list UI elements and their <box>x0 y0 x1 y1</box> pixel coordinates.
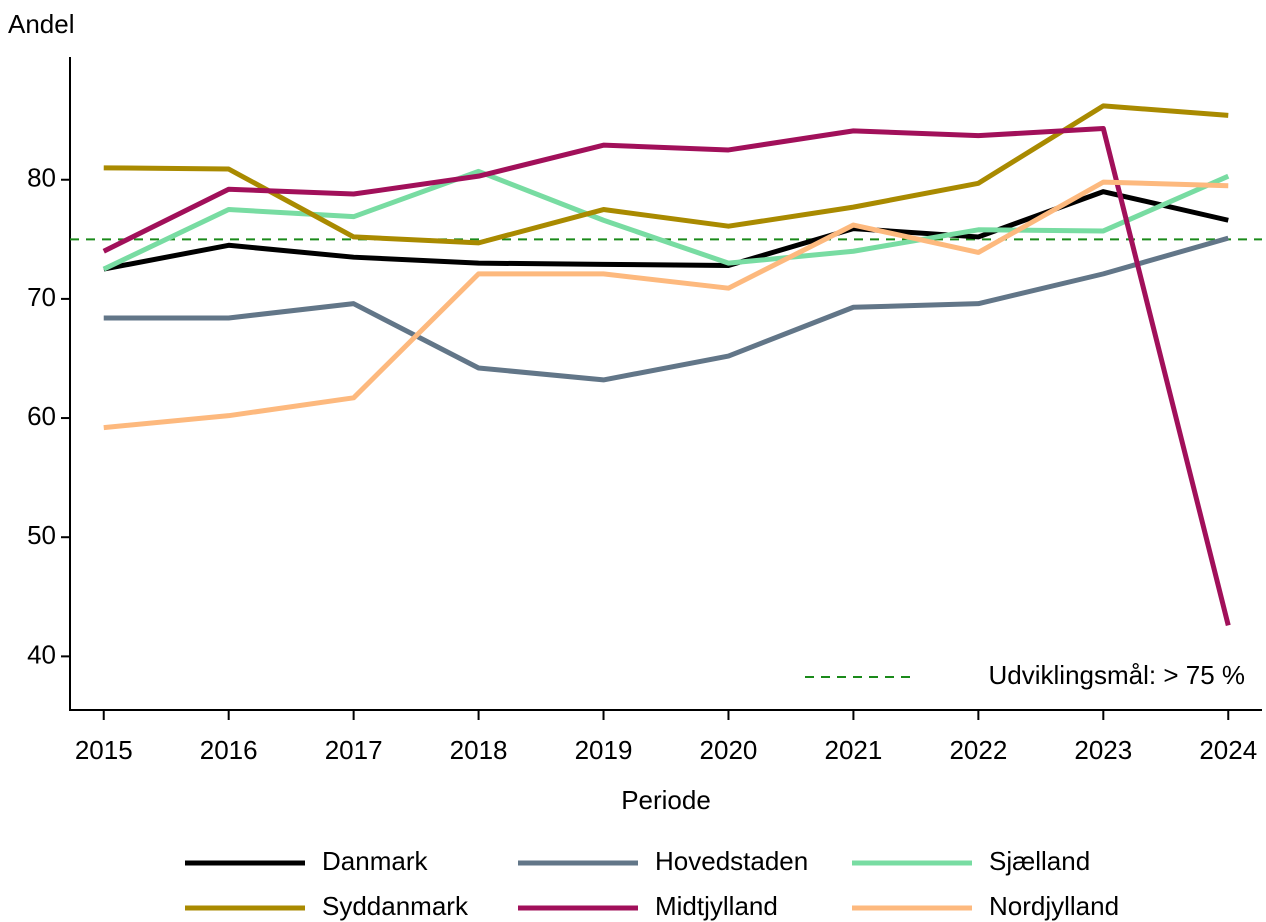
x-tick-label: 2020 <box>700 735 758 765</box>
x-tick-label: 2022 <box>949 735 1007 765</box>
y-axis-label: Andel <box>8 9 75 39</box>
series-line <box>103 103 1229 246</box>
legend-label: Danmark <box>322 846 428 876</box>
legend-label: Hovedstaden <box>655 846 808 876</box>
series-line <box>103 235 1229 383</box>
x-tick-label: 2017 <box>325 735 383 765</box>
x-tick-label: 2015 <box>75 735 133 765</box>
x-tick-label: 2023 <box>1074 735 1132 765</box>
legend-label: Syddanmark <box>322 891 469 921</box>
y-tick-label: 80 <box>27 163 56 193</box>
x-tick-label: 2019 <box>575 735 633 765</box>
legend-label: Nordjylland <box>989 891 1119 921</box>
legend-label: Midtjylland <box>655 891 778 921</box>
series-line <box>103 179 1229 431</box>
y-tick-label: 40 <box>27 639 56 669</box>
x-tick-label: 2018 <box>450 735 508 765</box>
series-line <box>103 189 1229 272</box>
y-tick-label: 70 <box>27 282 56 312</box>
series-line <box>102 168 1230 272</box>
x-tick-label: 2021 <box>824 735 882 765</box>
reference-label: Udviklingsmål: > 75 % <box>989 660 1246 690</box>
x-tick-label: 2016 <box>200 735 258 765</box>
y-tick-label: 50 <box>27 520 56 550</box>
x-axis-label: Periode <box>621 785 711 815</box>
x-tick-label: 2024 <box>1199 735 1257 765</box>
series-line <box>102 125 1231 627</box>
y-tick-label: 60 <box>27 401 56 431</box>
legend-label: Sjælland <box>989 846 1090 876</box>
